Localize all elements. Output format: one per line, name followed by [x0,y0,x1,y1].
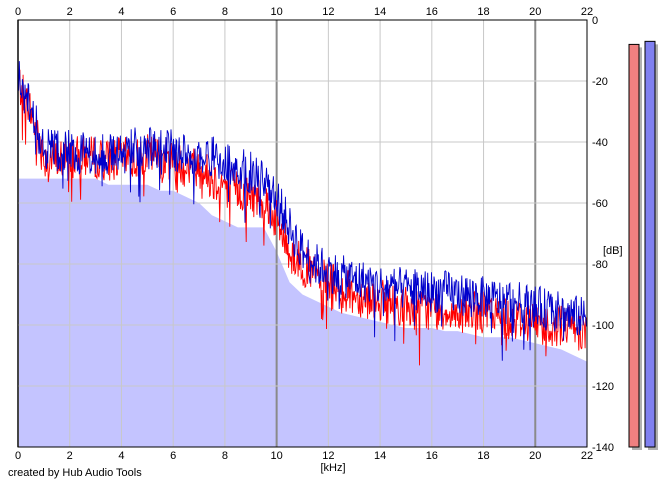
x-tick-label-bottom: 14 [374,450,386,462]
x-tick-label-bottom: 4 [118,450,124,462]
level-meter-2 [644,40,656,448]
x-tick-label-top: 4 [118,6,124,18]
y-tick-label: -100 [592,320,614,332]
x-tick-label-top: 18 [477,6,489,18]
level-meter-1 [628,43,640,448]
x-tick-label-top: 20 [529,6,541,18]
x-tick-label-top: 2 [67,6,73,18]
x-tick-label-bottom: 22 [581,450,593,462]
x-axis-label: [kHz] [320,462,345,474]
x-tick-label-top: 16 [426,6,438,18]
x-tick-label-bottom: 2 [67,450,73,462]
x-tick-label-bottom: 16 [426,450,438,462]
x-tick-label-bottom: 12 [322,450,334,462]
x-tick-label-top: 6 [170,6,176,18]
y-tick-label: -140 [592,442,614,454]
y-tick-label: -120 [592,381,614,393]
plot-frame [17,19,588,448]
x-tick-label-bottom: 0 [15,450,21,462]
y-tick-label: -40 [592,137,608,149]
y-tick-label: 0 [592,15,598,27]
x-tick-label-bottom: 18 [477,450,489,462]
x-tick-label-top: 10 [271,6,283,18]
y-tick-label: -80 [592,259,608,271]
x-tick-label-top: 22 [581,6,593,18]
y-tick-label: -20 [592,76,608,88]
x-tick-label-top: 0 [15,6,21,18]
x-tick-label-top: 14 [374,6,386,18]
x-tick-label-bottom: 6 [170,450,176,462]
spectrum-series-2 [17,61,588,361]
y-axis-label: [dB] [603,245,623,257]
noise-floor-area [18,178,587,447]
x-tick-label-bottom: 10 [271,450,283,462]
x-tick-label-top: 8 [222,6,228,18]
credit-label: created by Hub Audio Tools [8,467,142,479]
x-tick-label-top: 12 [322,6,334,18]
x-tick-label-bottom: 8 [222,450,228,462]
y-tick-label: -60 [592,198,608,210]
x-tick-label-bottom: 20 [529,450,541,462]
